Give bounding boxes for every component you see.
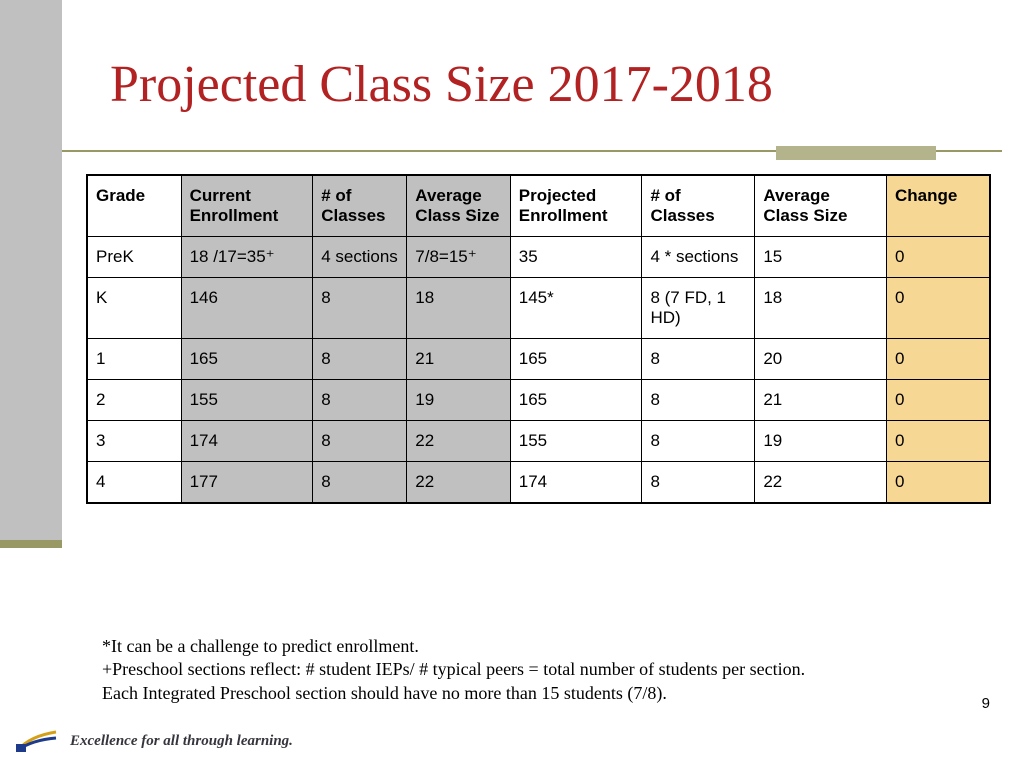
- rule-accent-block: [776, 146, 936, 160]
- cell-current-enrollment: 177: [181, 462, 313, 504]
- cell-current-classes: 8: [313, 339, 407, 380]
- col-header-projected-enrollment: Projected Enrollment: [510, 175, 642, 237]
- cell-projected-avg: 18: [755, 278, 887, 339]
- footer: Excellence for all through learning.: [16, 730, 293, 752]
- cell-projected-classes: 4 * sections: [642, 237, 755, 278]
- cell-current-classes: 8: [313, 421, 407, 462]
- col-header-current-classes: # of Classes: [313, 175, 407, 237]
- left-sidebar-band: [0, 0, 62, 540]
- cell-grade: 1: [87, 339, 181, 380]
- footnote-line: +Preschool sections reflect: # student I…: [102, 658, 942, 681]
- col-header-change: Change: [886, 175, 990, 237]
- col-header-projected-classes: # of Classes: [642, 175, 755, 237]
- cell-projected-avg: 19: [755, 421, 887, 462]
- cell-grade: K: [87, 278, 181, 339]
- cell-current-avg: 21: [407, 339, 510, 380]
- cell-projected-avg: 20: [755, 339, 887, 380]
- cell-projected-enrollment: 35: [510, 237, 642, 278]
- cell-change: 0: [886, 462, 990, 504]
- cell-current-classes: 8: [313, 380, 407, 421]
- col-header-projected-avg: Average Class Size: [755, 175, 887, 237]
- footnote-line: *It can be a challenge to predict enroll…: [102, 635, 942, 658]
- cell-current-enrollment: 155: [181, 380, 313, 421]
- cell-current-avg: 7/8=15⁺: [407, 237, 510, 278]
- footnotes: *It can be a challenge to predict enroll…: [102, 635, 942, 705]
- cell-grade: 3: [87, 421, 181, 462]
- cell-grade: PreK: [87, 237, 181, 278]
- col-header-grade: Grade: [87, 175, 181, 237]
- sidebar-olive-stub: [0, 540, 62, 548]
- cell-projected-enrollment: 145*: [510, 278, 642, 339]
- cell-projected-avg: 22: [755, 462, 887, 504]
- page-title: Projected Class Size 2017-2018: [110, 55, 773, 114]
- cell-current-avg: 19: [407, 380, 510, 421]
- cell-change: 0: [886, 278, 990, 339]
- col-header-current-avg: Average Class Size: [407, 175, 510, 237]
- class-size-table-container: Grade Current Enrollment # of Classes Av…: [86, 174, 991, 504]
- cell-projected-classes: 8: [642, 339, 755, 380]
- cell-current-avg: 18: [407, 278, 510, 339]
- table-header-row: Grade Current Enrollment # of Classes Av…: [87, 175, 990, 237]
- footnote-line: Each Integrated Preschool section should…: [102, 682, 942, 705]
- cell-projected-classes: 8 (7 FD, 1 HD): [642, 278, 755, 339]
- cell-projected-enrollment: 165: [510, 380, 642, 421]
- cell-grade: 4: [87, 462, 181, 504]
- cell-current-avg: 22: [407, 421, 510, 462]
- footer-tagline: Excellence for all through learning.: [70, 733, 293, 750]
- page-number: 9: [982, 695, 990, 712]
- table-row: K146818145*8 (7 FD, 1 HD)180: [87, 278, 990, 339]
- table-row: 11658211658200: [87, 339, 990, 380]
- cell-projected-classes: 8: [642, 421, 755, 462]
- cell-projected-enrollment: 155: [510, 421, 642, 462]
- cell-current-enrollment: 18 /17=35⁺: [181, 237, 313, 278]
- cell-projected-avg: 15: [755, 237, 887, 278]
- class-size-table: Grade Current Enrollment # of Classes Av…: [86, 174, 991, 504]
- cell-change: 0: [886, 380, 990, 421]
- table-row: 31748221558190: [87, 421, 990, 462]
- cell-current-classes: 4 sections: [313, 237, 407, 278]
- cell-change: 0: [886, 237, 990, 278]
- cell-change: 0: [886, 339, 990, 380]
- cell-current-classes: 8: [313, 462, 407, 504]
- table-row: PreK 18 /17=35⁺4 sections7/8=15⁺354 * se…: [87, 237, 990, 278]
- cell-current-enrollment: 165: [181, 339, 313, 380]
- cell-current-enrollment: 174: [181, 421, 313, 462]
- cell-current-avg: 22: [407, 462, 510, 504]
- cell-projected-enrollment: 174: [510, 462, 642, 504]
- cell-grade: 2: [87, 380, 181, 421]
- cell-current-enrollment: 146: [181, 278, 313, 339]
- cell-projected-classes: 8: [642, 380, 755, 421]
- table-row: 21558191658210: [87, 380, 990, 421]
- cell-projected-enrollment: 165: [510, 339, 642, 380]
- col-header-current-enrollment: Current Enrollment: [181, 175, 313, 237]
- cell-current-classes: 8: [313, 278, 407, 339]
- cell-projected-avg: 21: [755, 380, 887, 421]
- table-row: 41778221748220: [87, 462, 990, 504]
- footer-logo-icon: [16, 730, 60, 752]
- cell-projected-classes: 8: [642, 462, 755, 504]
- cell-change: 0: [886, 421, 990, 462]
